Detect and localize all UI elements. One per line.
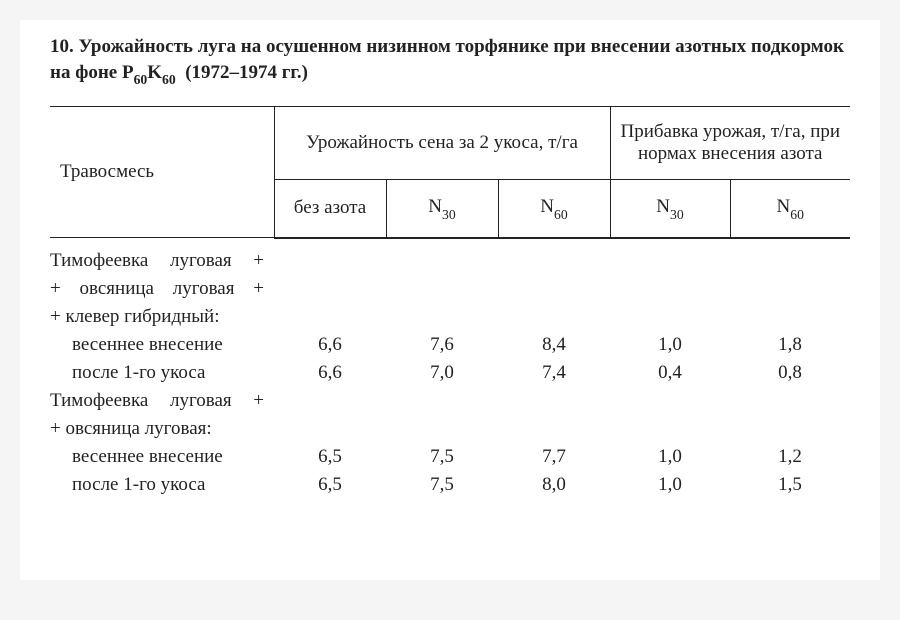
header-no-n: без азота <box>274 179 386 237</box>
cell: 8,4 <box>498 331 610 359</box>
table-row: после 1-го укоса 6,6 7,0 7,4 0,4 0,8 <box>50 359 850 387</box>
cell: 7,5 <box>386 471 498 499</box>
header-gain-group: Прибавка урожая, т/га, при нормах внесен… <box>610 106 850 179</box>
table-row: + клевер гибридный: <box>50 303 850 331</box>
table-row: после 1-го укоса 6,5 7,5 8,0 1,0 1,5 <box>50 471 850 499</box>
table-row: + овсяница луговая + <box>50 275 850 303</box>
cell: 6,6 <box>274 331 386 359</box>
cell: 7,6 <box>386 331 498 359</box>
mix2-line1: Тимофеевка луговая + <box>50 387 274 415</box>
table-row: весеннее внесение 6,6 7,6 8,4 1,0 1,8 <box>50 331 850 359</box>
header-n30: N30 <box>386 179 498 237</box>
header-mix: Травосмесь <box>50 106 274 237</box>
header-gain-n30: N30 <box>610 179 730 237</box>
mix2-spring-label: весеннее внесение <box>50 443 274 471</box>
cell: 6,5 <box>274 471 386 499</box>
document-page: 10. Урожайность луга на осушенном низинн… <box>20 20 880 580</box>
table-row: Тимофеевка луговая + <box>50 238 850 276</box>
cell: 1,0 <box>610 331 730 359</box>
mix1-line1: Тимофеевка луговая + <box>50 238 274 276</box>
header-yield-group: Урожайность сена за 2 укоса, т/га <box>274 106 610 179</box>
cell: 1,0 <box>610 443 730 471</box>
cell: 6,6 <box>274 359 386 387</box>
mix1-line2: + овсяница луговая + <box>50 275 274 303</box>
cell: 0,8 <box>730 359 850 387</box>
cell: 0,4 <box>610 359 730 387</box>
cell: 7,5 <box>386 443 498 471</box>
mix1-after-label: после 1-го укоса <box>50 359 274 387</box>
mix2-after-label: после 1-го укоса <box>50 471 274 499</box>
header-n60: N60 <box>498 179 610 237</box>
header-gain-n60: N60 <box>730 179 850 237</box>
table-caption: 10. Урожайность луга на осушенном низинн… <box>50 34 850 88</box>
table-row: весеннее внесение 6,5 7,5 7,7 1,0 1,2 <box>50 443 850 471</box>
table-row: + овсяница луговая: <box>50 415 850 443</box>
mix1-line3: + клевер гибридный: <box>50 303 274 331</box>
yield-table: Травосмесь Урожайность сена за 2 укоса, … <box>50 106 850 499</box>
cell: 7,7 <box>498 443 610 471</box>
cell: 1,5 <box>730 471 850 499</box>
cell: 1,0 <box>610 471 730 499</box>
cell: 6,5 <box>274 443 386 471</box>
mix2-line2: + овсяница луговая: <box>50 415 274 443</box>
mix1-spring-label: весеннее внесение <box>50 331 274 359</box>
cell: 7,0 <box>386 359 498 387</box>
cell: 1,2 <box>730 443 850 471</box>
table-row: Тимофеевка луговая + <box>50 387 850 415</box>
cell: 8,0 <box>498 471 610 499</box>
cell: 1,8 <box>730 331 850 359</box>
cell: 7,4 <box>498 359 610 387</box>
